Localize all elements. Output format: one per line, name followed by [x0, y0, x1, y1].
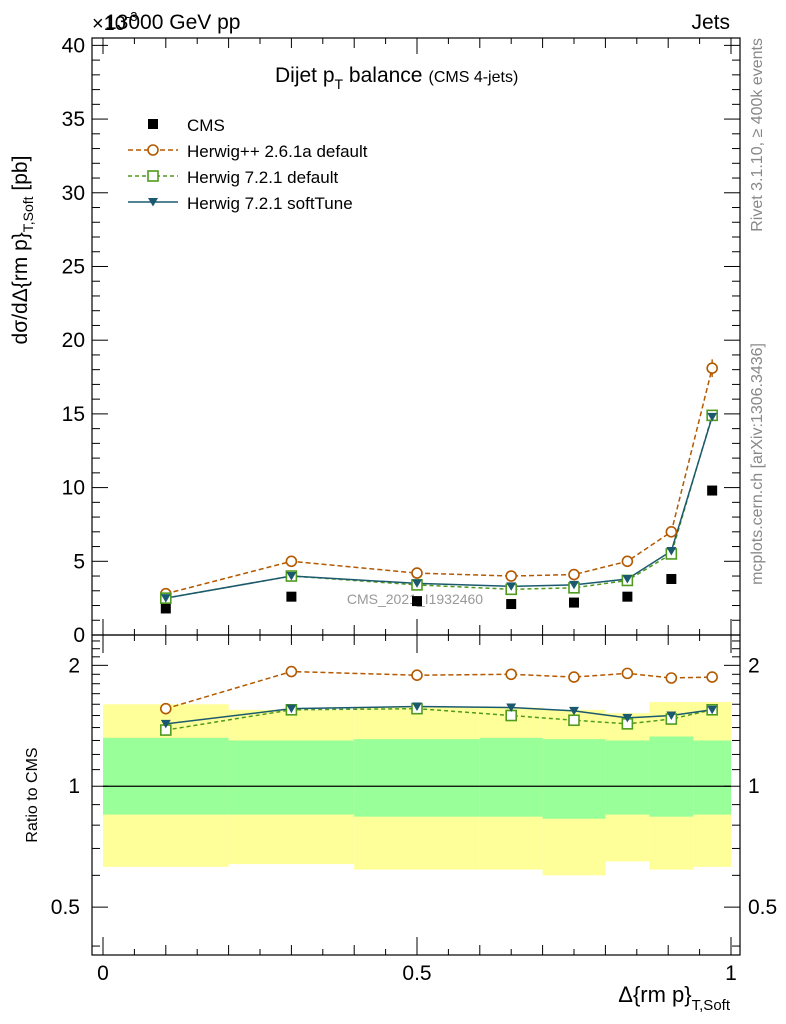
- data-point-3: [622, 574, 633, 584]
- uncertainty-band-inner: [649, 736, 694, 817]
- y-tick-label: 5: [73, 550, 85, 573]
- rivet-label: Rivet 3.1.10, ≥ 400k events: [749, 38, 766, 232]
- data-point-1: [568, 568, 580, 581]
- legend-entry: Herwig 7.2.1 default: [187, 168, 338, 187]
- series-line-1: [165, 368, 713, 595]
- data-point-1: [665, 526, 678, 538]
- uncertainty-band-inner: [479, 737, 543, 817]
- data-point-0: [286, 591, 297, 602]
- ratio-point-2: [286, 704, 297, 714]
- ratio-point-0: [285, 665, 298, 678]
- ratio-point-2: [666, 711, 677, 721]
- data-point-3: [569, 580, 579, 590]
- legend: CMS Herwig++ 2.6.1a default Herwig 7.2.1 d…: [128, 116, 368, 213]
- ratio-point-0: [160, 702, 172, 715]
- ratio-point-2: [622, 713, 633, 723]
- y-tick-label: 20: [62, 329, 85, 352]
- series-line-2: [165, 415, 713, 599]
- data-point-1: [706, 362, 718, 374]
- data-point-0: [666, 573, 677, 584]
- ratio-line-0: [165, 670, 713, 710]
- data-point-1: [411, 567, 423, 579]
- ratio-line-2: [165, 705, 713, 725]
- y-tick-label: 40: [62, 34, 85, 57]
- data-point-1: [505, 570, 518, 582]
- ratio-y-tick-label: 2: [68, 654, 80, 677]
- uncertainty-band-inner: [542, 739, 606, 819]
- data-point-0: [569, 597, 579, 608]
- data-point-3: [160, 594, 171, 603]
- data-point-3: [707, 412, 718, 422]
- x-axis-label: Δ{rm p}T,Soft: [618, 982, 731, 1014]
- ratio-frame: [91, 634, 741, 956]
- legend-marker: [148, 119, 158, 129]
- y-tick-label: 0: [73, 624, 85, 647]
- data-point-3: [666, 546, 677, 556]
- ratio-y-tick-label-right: 2: [748, 654, 760, 677]
- ratio-y-tick-label-right: 0.5: [748, 896, 777, 919]
- ratio-point-2: [412, 702, 422, 711]
- ratio-point-2: [506, 703, 517, 713]
- data-point-0: [160, 603, 171, 614]
- legend-entry: Herwig++ 2.6.1a default: [187, 142, 368, 161]
- chart-title: Dijet pT balance (CMS 4-jets): [275, 64, 518, 92]
- y-tick-label: 25: [62, 255, 85, 278]
- main-panel: CMS_2021_I19324600510152025303540CMSHerw…: [62, 34, 741, 647]
- ratio-point-1: [568, 714, 580, 727]
- ratio-panel: 0.5 0.5 1 1 2 2 0 0.5 1: [51, 634, 777, 985]
- data-point-0: [707, 485, 718, 496]
- x-tick-label: 1: [725, 962, 737, 985]
- y-tick-label: 35: [62, 108, 85, 131]
- data-point-0: [622, 591, 633, 602]
- series-line-3: [165, 416, 713, 599]
- legend-marker: [148, 198, 158, 207]
- process-label: Jets: [691, 11, 730, 34]
- ratio-point-0: [621, 667, 634, 680]
- uncertainty-band-inner: [354, 739, 480, 817]
- data-point-3: [412, 579, 422, 588]
- data-point-3: [286, 572, 297, 581]
- data-point-3: [506, 582, 517, 591]
- ratio-y-tick-label: 1: [68, 775, 80, 798]
- ratio-point-0: [568, 671, 580, 683]
- mcplots-label: mcplots.cern.ch [arXiv:1306.3436]: [749, 343, 766, 585]
- uncertainty-band-inner: [605, 740, 650, 815]
- legend-marker: [147, 144, 159, 156]
- x-tick-label: 0.5: [402, 962, 431, 985]
- y-tick-label: 30: [62, 182, 85, 205]
- legend-entry: CMS: [187, 116, 225, 135]
- ratio-y-axis-label: Ratio to CMS: [24, 747, 41, 842]
- ratio-point-2: [707, 705, 718, 715]
- ratio-y-tick-label-right: 1: [748, 775, 760, 798]
- ratio-point-0: [411, 669, 423, 682]
- uncertainty-band-inner: [103, 737, 229, 815]
- data-point-0: [412, 596, 422, 607]
- ratio-line-1: [165, 707, 713, 731]
- energy-label: 13000 GeV pp: [105, 11, 240, 34]
- data-point-1: [621, 555, 634, 568]
- ratio-point-0: [505, 668, 518, 681]
- ratio-point-0: [665, 672, 678, 684]
- ratio-point-2: [160, 719, 171, 729]
- y-tick-label: 15: [62, 403, 85, 426]
- ratio-point-0: [706, 671, 718, 683]
- x-tick-label: 0: [97, 962, 109, 985]
- legend-entry: Herwig 7.2.1 softTune: [187, 194, 353, 213]
- exponent-label: ×10-3: [92, 9, 138, 35]
- legend-marker: [147, 170, 159, 182]
- uncertainty-band-inner: [693, 740, 731, 815]
- y-tick-label: 10: [62, 477, 85, 500]
- uncertainty-band-inner: [228, 740, 355, 815]
- main-y-axis-label: dσ/dΔ{rm p}T,Soft [pb]: [9, 156, 36, 345]
- data-point-0: [506, 599, 517, 610]
- ratio-y-tick-label: 0.5: [51, 896, 80, 919]
- ratio-point-2: [569, 706, 579, 716]
- data-point-1: [285, 555, 298, 568]
